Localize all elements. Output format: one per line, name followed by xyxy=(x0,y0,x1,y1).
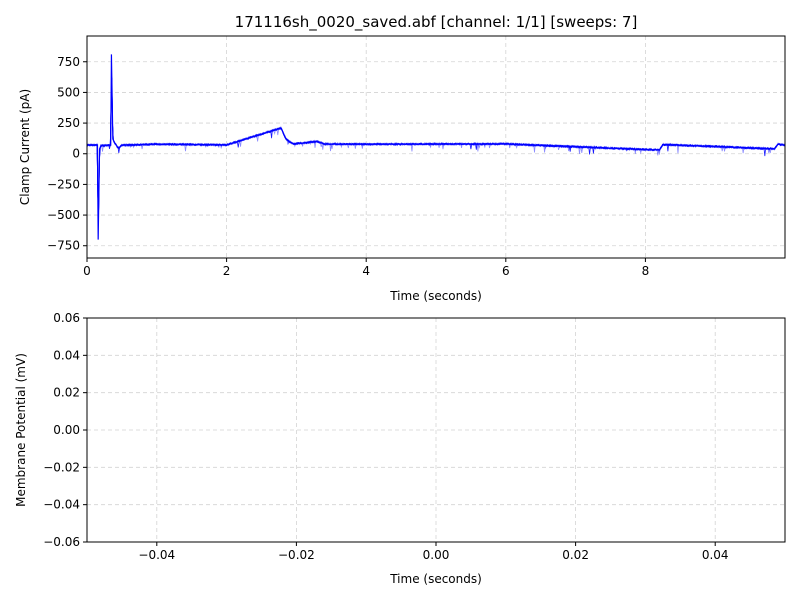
plot-frame xyxy=(86,35,786,259)
y-tick-label: −0.06 xyxy=(43,535,80,549)
x-tick-label: 0.00 xyxy=(423,548,450,562)
x-tick-label: 0 xyxy=(83,264,91,278)
y-tick-label: 500 xyxy=(57,85,80,99)
y-tick-label: −250 xyxy=(47,177,80,191)
y-axis-label: Membrane Potential (mV) xyxy=(14,353,28,507)
chart-title: 171116sh_0020_saved.abf [channel: 1/1] [… xyxy=(235,13,638,32)
y-tick-label: 0 xyxy=(72,147,80,161)
y-tick-label: 0.04 xyxy=(53,348,80,362)
y-tick-label: 0.02 xyxy=(53,386,80,400)
clamp-current-axes: 171116sh_0020_saved.abf [channel: 1/1] [… xyxy=(18,13,786,303)
x-tick-label: 0.02 xyxy=(562,548,589,562)
x-tick-label: −0.04 xyxy=(138,548,175,562)
x-axis-label: Time (seconds) xyxy=(389,289,482,303)
x-tick-label: 6 xyxy=(502,264,510,278)
x-tick-label: 2 xyxy=(223,264,231,278)
x-tick-label: 4 xyxy=(362,264,370,278)
event-trace xyxy=(86,54,786,240)
x-tick-label: 0.04 xyxy=(702,548,729,562)
traces xyxy=(86,54,786,240)
y-tick-label: 250 xyxy=(57,116,80,130)
y-tick-label: −500 xyxy=(47,208,80,222)
y-tick-label: −750 xyxy=(47,239,80,253)
ticks: −0.04 −0.02 0.00 0.02 0.04 −0.06 −0.04 −0.02 0.0… xyxy=(43,311,728,562)
x-tick-label: 8 xyxy=(642,264,650,278)
y-tick-label: 0.00 xyxy=(53,423,80,437)
y-tick-label: −0.02 xyxy=(43,460,80,474)
y-tick-label: 750 xyxy=(57,55,80,69)
membrane-potential-axes: −0.04 −0.02 0.00 0.02 0.04 −0.06 −0.04 −0.02 0.0… xyxy=(14,311,786,586)
ticks: 0 2 4 6 8 −750 −500 −250 0 250 500 750 xyxy=(47,55,649,278)
x-axis-label: Time (seconds) xyxy=(389,572,482,586)
y-tick-label: 0.06 xyxy=(53,311,80,325)
y-tick-label: −0.04 xyxy=(43,498,80,512)
y-axis-label: Clamp Current (pA) xyxy=(18,89,32,205)
x-tick-label: −0.02 xyxy=(278,548,315,562)
